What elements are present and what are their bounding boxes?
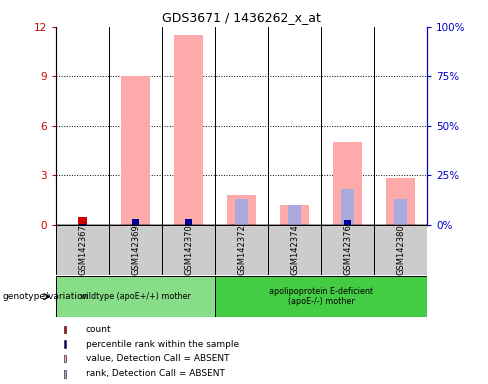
Bar	[215, 276, 427, 317]
Text: value, Detection Call = ABSENT: value, Detection Call = ABSENT	[86, 354, 229, 363]
Text: GSM142374: GSM142374	[290, 224, 299, 275]
Bar	[374, 225, 427, 275]
Text: rank, Detection Call = ABSENT: rank, Detection Call = ABSENT	[86, 369, 224, 378]
Bar	[268, 225, 321, 275]
Bar	[185, 218, 192, 225]
Bar	[56, 225, 109, 275]
Title: GDS3671 / 1436262_x_at: GDS3671 / 1436262_x_at	[162, 11, 321, 24]
Text: percentile rank within the sample: percentile rank within the sample	[86, 339, 239, 349]
Bar	[394, 199, 407, 225]
Bar	[215, 225, 268, 275]
Text: GSM142376: GSM142376	[343, 224, 352, 275]
Text: GSM142370: GSM142370	[184, 224, 193, 275]
Text: genotype/variation: genotype/variation	[2, 292, 89, 301]
Bar	[121, 76, 150, 225]
Bar	[63, 326, 65, 333]
Bar	[132, 220, 139, 225]
Bar	[63, 370, 65, 378]
Text: GSM142372: GSM142372	[237, 224, 246, 275]
Bar	[345, 220, 351, 225]
Bar	[333, 142, 362, 225]
Bar	[56, 276, 215, 317]
Bar	[235, 199, 248, 225]
Bar	[109, 225, 162, 275]
Bar	[78, 217, 87, 225]
Text: wildtype (apoE+/+) mother: wildtype (apoE+/+) mother	[80, 292, 191, 301]
Bar	[63, 340, 65, 348]
Bar	[341, 189, 354, 225]
Text: count: count	[86, 325, 111, 334]
Bar	[280, 205, 309, 225]
Bar	[386, 179, 415, 225]
Text: apolipoprotein E-deficient
(apoE-/-) mother: apolipoprotein E-deficient (apoE-/-) mot…	[269, 287, 373, 306]
Bar	[63, 355, 65, 362]
Bar	[227, 195, 256, 225]
Bar	[174, 35, 203, 225]
Text: GSM142367: GSM142367	[78, 224, 87, 275]
Bar	[80, 224, 86, 225]
Text: GSM142369: GSM142369	[131, 224, 140, 275]
Bar	[288, 205, 301, 225]
Bar	[162, 225, 215, 275]
Text: GSM142380: GSM142380	[396, 224, 405, 275]
Bar	[321, 225, 374, 275]
